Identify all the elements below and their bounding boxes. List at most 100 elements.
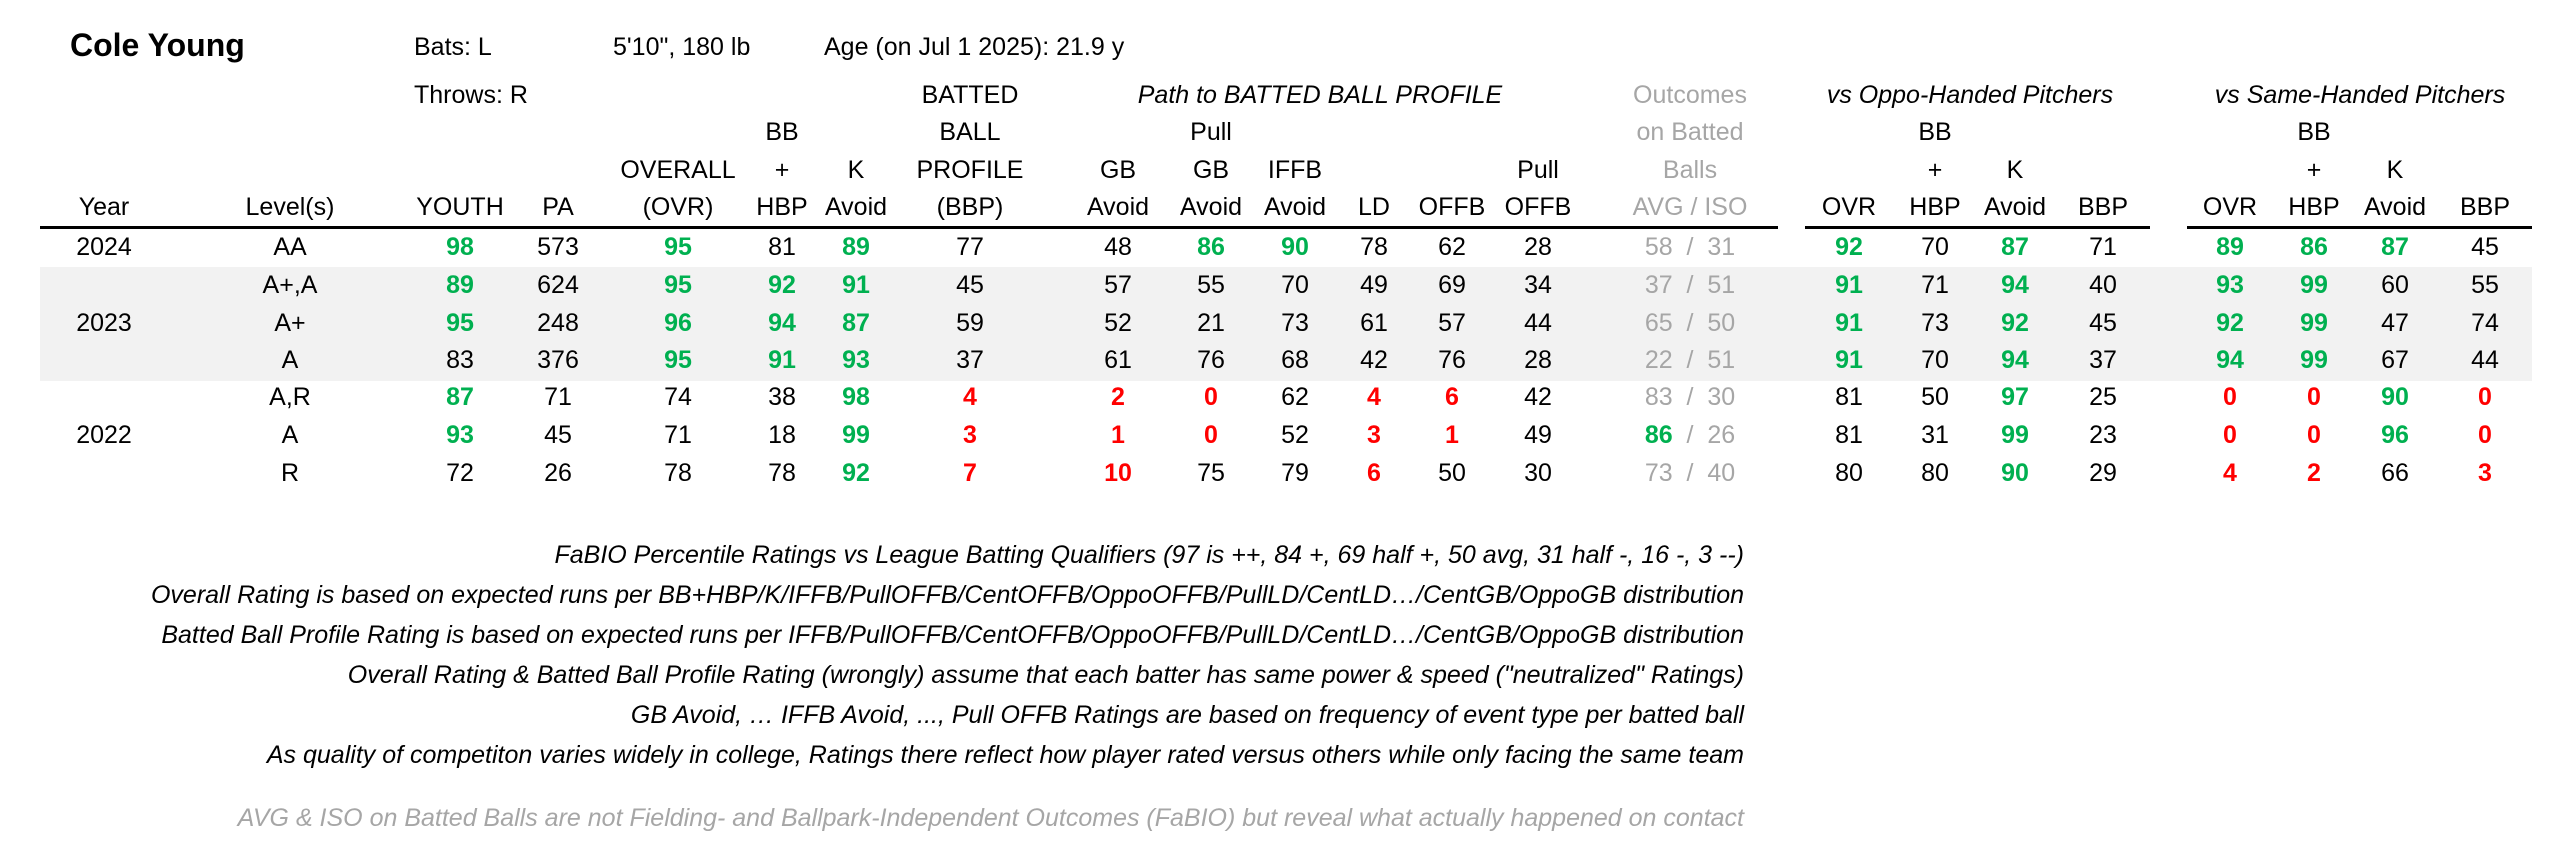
footnote: AVG & ISO on Batted Balls are not Fieldi…	[237, 804, 1744, 832]
cell-o-kavoid: 99	[2001, 421, 2029, 449]
cell-s-bbp: 0	[2478, 421, 2492, 449]
cell-iffb: 73	[1281, 309, 1309, 337]
cell-pa: 71	[544, 383, 572, 411]
cell-bbp: 77	[956, 233, 984, 261]
note-line: GB Avoid, … IFFB Avoid, ..., Pull OFFB R…	[630, 701, 1744, 729]
avg-value: 73	[1644, 459, 1673, 487]
cell-iffb: 79	[1281, 459, 1309, 487]
cell-o-ovr: 81	[1835, 421, 1863, 449]
cell-kavoid: 89	[842, 233, 870, 261]
avg-iso-separator: /	[1672, 459, 1708, 487]
cell-o-ovr: 81	[1835, 383, 1863, 411]
cell-pulloffb: 28	[1524, 346, 1552, 374]
cell-iffb: 70	[1281, 271, 1309, 299]
iso-value: 51	[1707, 271, 1736, 299]
age-label: Age (on Jul 1 2025): 21.9 y	[824, 33, 1125, 61]
cell-o-bbp: 37	[2089, 346, 2117, 374]
bats-label: Bats: L	[414, 33, 492, 61]
cell-youth: 89	[446, 271, 474, 299]
column-header-o-bbhbp: BB	[1918, 118, 1952, 146]
avg-iso-separator: /	[1672, 309, 1708, 337]
cell-offb: 6	[1445, 383, 1459, 411]
note-line: As quality of competiton varies widely i…	[266, 741, 1744, 769]
cell-pullgb: 0	[1204, 383, 1218, 411]
column-header-s-kavoid: Avoid	[2363, 193, 2427, 221]
cell-s-kavoid: 47	[2381, 309, 2409, 337]
column-header-s-ovr: OVR	[2202, 193, 2258, 221]
cell-pa: 26	[544, 459, 572, 487]
cell-o-bbhbp: 73	[1921, 309, 1949, 337]
cell-s-bbhbp: 99	[2300, 346, 2328, 374]
row-band-2023	[40, 267, 2532, 381]
column-header-youth: YOUTH	[416, 193, 504, 221]
cell-kavoid: 99	[842, 421, 870, 449]
column-header-s-bbp: BBP	[2459, 193, 2511, 221]
cell-level: A	[281, 421, 299, 449]
iso-value: 51	[1707, 346, 1736, 374]
column-header-iffb: Avoid	[1263, 193, 1327, 221]
cell-pullgb: 55	[1197, 271, 1225, 299]
cell-s-bbhbp: 0	[2307, 383, 2321, 411]
cell-pa: 45	[544, 421, 572, 449]
cell-ovr: 95	[664, 233, 692, 261]
cell-pulloffb: 44	[1524, 309, 1552, 337]
cell-pa: 248	[537, 309, 579, 337]
outcomes-header-line2: on Batted	[1636, 118, 1744, 146]
cell-bbhbp: 81	[768, 233, 796, 261]
column-header-pulloffb: OFFB	[1504, 193, 1572, 221]
cell-kavoid: 92	[842, 459, 870, 487]
column-header-iffb: IFFB	[1267, 155, 1323, 184]
avg-iso-cell: 73 / 40	[1600, 458, 1780, 488]
cell-bbhbp: 38	[768, 383, 796, 411]
cell-youth: 93	[446, 421, 474, 449]
avg-iso-separator: /	[1672, 346, 1708, 374]
cell-o-bbhbp: 70	[1921, 346, 1949, 374]
note-line: Overall Rating is based on expected runs…	[150, 581, 1744, 609]
cell-s-ovr: 4	[2223, 459, 2237, 487]
cell-s-bbhbp: 99	[2300, 271, 2328, 299]
cell-pullgb: 21	[1197, 309, 1225, 337]
cell-s-ovr: 94	[2216, 346, 2244, 374]
cell-o-bbhbp: 70	[1921, 233, 1949, 261]
column-header-o-ovr: OVR	[1821, 193, 1877, 221]
column-header-bbhbp: BB	[765, 118, 799, 146]
column-header-ld: LD	[1358, 193, 1390, 221]
column-header-offb: OFFB	[1418, 193, 1486, 221]
cell-s-bbp: 44	[2471, 346, 2499, 374]
cell-pullgb: 86	[1197, 233, 1225, 261]
cell-o-ovr: 91	[1835, 309, 1863, 337]
cell-ovr: 96	[664, 309, 692, 337]
cell-offb: 69	[1438, 271, 1466, 299]
cell-pullgb: 76	[1197, 346, 1225, 374]
cell-ld: 49	[1360, 271, 1388, 299]
cell-level: A	[281, 346, 299, 374]
cell-offb: 50	[1438, 459, 1466, 487]
cell-ovr: 95	[664, 346, 692, 374]
avg-iso-cell: 37 / 51	[1600, 270, 1780, 300]
same-group-header: vs Same-Handed Pitchers	[2214, 81, 2506, 109]
avg-iso-separator: /	[1672, 421, 1708, 449]
column-header-avgiso: AVG / ISO	[1632, 193, 1748, 221]
cell-gbavoid: 57	[1104, 271, 1132, 299]
cell-o-bbp: 25	[2089, 383, 2117, 411]
cell-s-ovr: 93	[2216, 271, 2244, 299]
outcomes-header-line3: Balls	[1662, 156, 1718, 184]
cell-o-kavoid: 87	[2001, 233, 2029, 261]
cell-o-kavoid: 92	[2001, 309, 2029, 337]
cell-ovr: 74	[664, 383, 692, 411]
cell-o-kavoid: 97	[2001, 383, 2029, 411]
cell-pulloffb: 30	[1524, 459, 1552, 487]
cell-youth: 83	[446, 346, 474, 374]
cell-s-kavoid: 87	[2381, 233, 2409, 261]
cell-youth: 87	[446, 383, 474, 411]
header-rule-same	[2187, 226, 2532, 229]
column-header-bbhbp: +	[774, 155, 790, 184]
avg-iso-cell: 58 / 31	[1600, 232, 1780, 262]
column-header-ovr: (OVR)	[642, 193, 714, 221]
cell-o-ovr: 91	[1835, 346, 1863, 374]
cell-kavoid: 91	[842, 271, 870, 299]
column-header-o-bbhbp: HBP	[1909, 193, 1961, 221]
cell-s-bbhbp: 2	[2307, 459, 2321, 487]
cell-bbp: 59	[956, 309, 984, 337]
cell-level: A+,A	[262, 271, 318, 299]
